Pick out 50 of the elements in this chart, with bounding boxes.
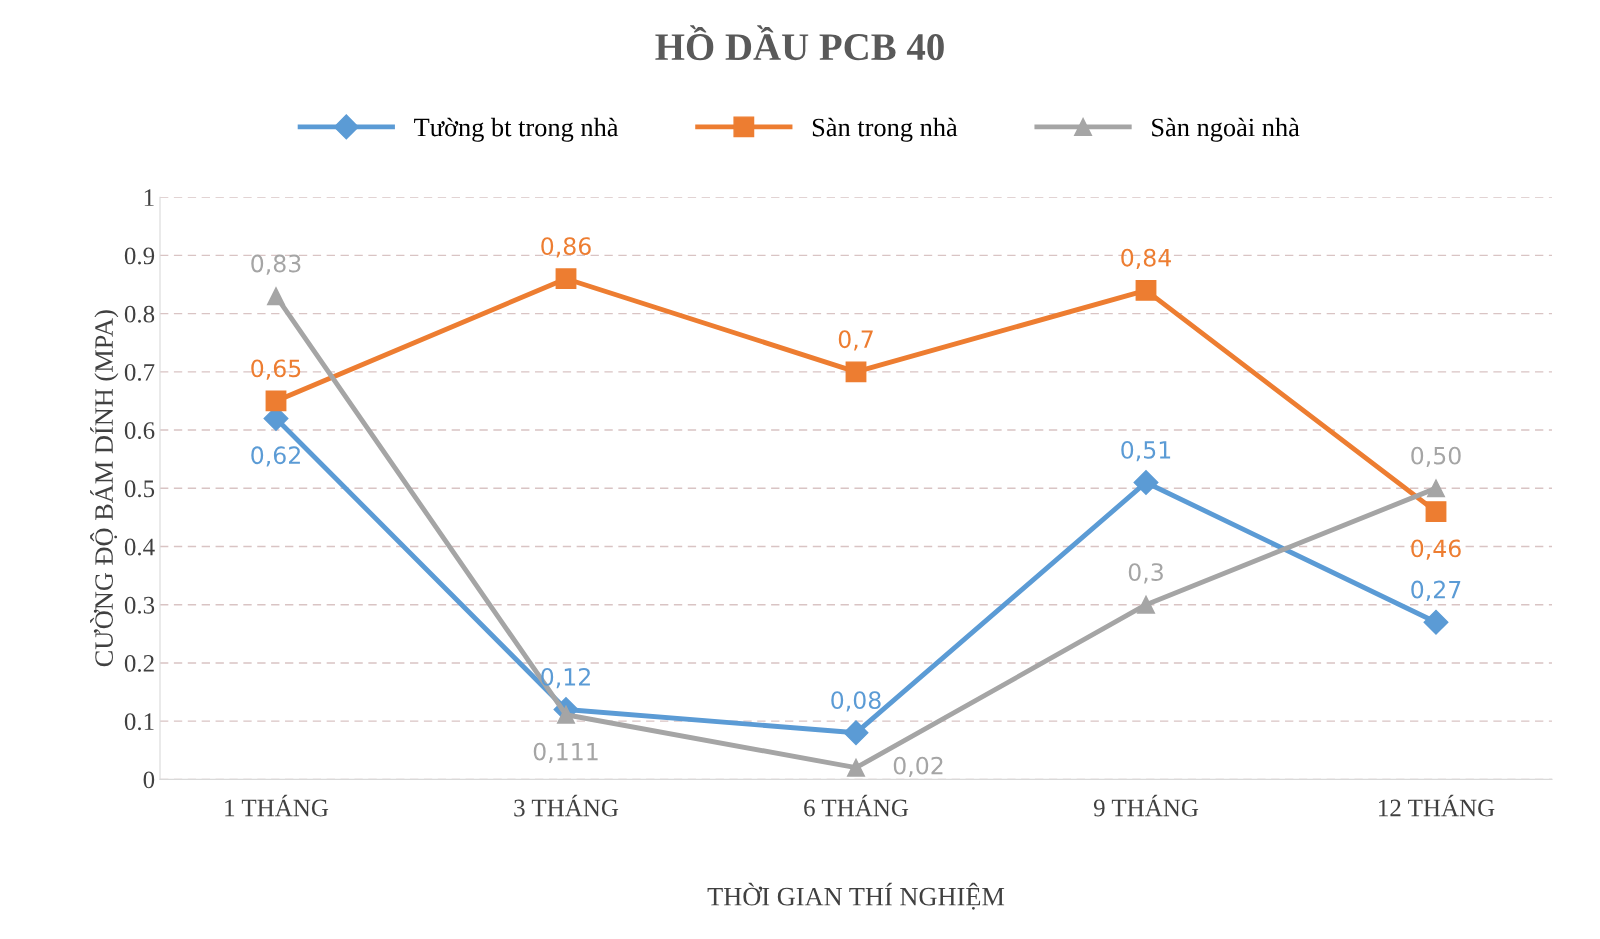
x-tick-label: 6 THÁNG (804, 794, 909, 817)
data-label: 0,27 (1411, 580, 1461, 601)
point (1423, 609, 1449, 635)
point (266, 287, 286, 306)
x-tick-label: 9 THÁNG (1093, 794, 1199, 817)
y-tick-label: 0.3 (124, 596, 155, 614)
data-label: 0,62 (251, 446, 300, 467)
data-label: 0,3 (1128, 563, 1163, 584)
x-tick-label: 3 THÁNG (514, 794, 619, 817)
data-label: 0,02 (893, 756, 943, 777)
data-label: 0,7 (838, 330, 873, 351)
chart-title: HỒ DẦU PCB 40 (655, 25, 944, 61)
data-label: 0,12 (541, 667, 590, 689)
point (1136, 595, 1156, 614)
data-label: 0,83 (251, 254, 301, 275)
y-tick-label: 0.4 (124, 538, 155, 556)
point (846, 758, 866, 777)
data-label: 0,86 (541, 237, 591, 258)
point (556, 705, 576, 724)
point (1426, 479, 1446, 498)
data-label: 0,111 (533, 742, 598, 763)
y-tick-label: 0.1 (124, 713, 154, 731)
point (1135, 279, 1157, 301)
point (265, 390, 287, 412)
data-label: 0,51 (1121, 440, 1171, 462)
y-axis-title: CƯỜNG ĐỘ BÁM DÍNH (MPA) (90, 310, 119, 667)
point (1425, 501, 1447, 522)
x-tick-label: 12 THÁNG (1379, 794, 1495, 817)
legend-label: Sàn trong nhà (812, 117, 958, 142)
y-tick-label: 0.9 (124, 247, 155, 265)
y-tick-label: 0.6 (124, 422, 155, 440)
point (1133, 469, 1159, 495)
y-tick-label: 0.8 (124, 305, 155, 323)
point (845, 361, 867, 383)
data-label: 0,84 (1121, 248, 1171, 270)
legend-label: Tường bt trong nhà (414, 117, 619, 142)
y-tick-label: 0 (143, 771, 155, 789)
point (843, 720, 869, 746)
x-axis-title: THỜI GIAN THÍ NGHIỆM (707, 882, 1005, 910)
y-tick-label: 0.5 (124, 480, 155, 498)
data-label: 0,65 (251, 359, 301, 380)
point (555, 268, 577, 290)
y-tick-label: 0.7 (124, 363, 155, 381)
data-label: 0,50 (1411, 446, 1461, 467)
x-tick-label: 1 THÁNG (225, 794, 329, 817)
data-label: 0,08 (831, 691, 881, 712)
y-tick-label: 1 (144, 189, 154, 206)
data-label: 0,46 (1411, 539, 1461, 560)
legend-label: Sàn ngoài nhà (1152, 117, 1300, 142)
y-tick-label: 0.2 (124, 654, 154, 672)
